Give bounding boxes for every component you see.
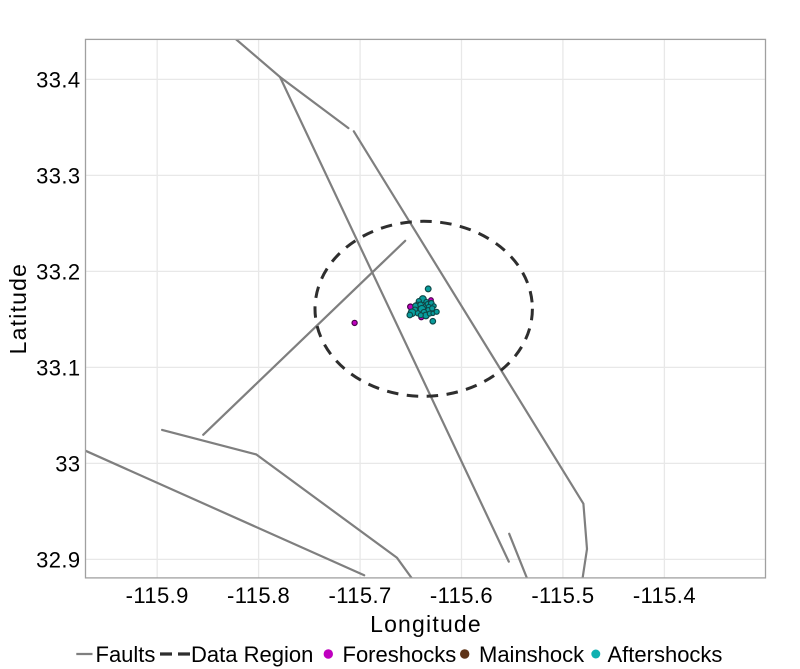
svg-text:-115.6: -115.6 — [430, 583, 493, 608]
svg-text:-115.4: -115.4 — [633, 583, 696, 608]
svg-text:Aftershocks: Aftershocks — [608, 642, 723, 667]
svg-text:33.2: 33.2 — [36, 259, 80, 284]
svg-text:-115.8: -115.8 — [227, 583, 290, 608]
svg-text:33.3: 33.3 — [36, 163, 80, 188]
svg-text:32.9: 32.9 — [36, 547, 80, 572]
svg-text:33.4: 33.4 — [36, 67, 80, 92]
svg-text:-115.9: -115.9 — [126, 583, 189, 608]
svg-text:33: 33 — [55, 451, 80, 476]
svg-text:Foreshocks: Foreshocks — [343, 642, 457, 667]
svg-text:Longitude: Longitude — [370, 611, 482, 637]
svg-text:-115.5: -115.5 — [531, 583, 594, 608]
svg-text:-115.7: -115.7 — [329, 583, 392, 608]
svg-text:33.1: 33.1 — [36, 355, 80, 380]
svg-text:Latitude: Latitude — [5, 263, 31, 354]
svg-text:Data Region: Data Region — [191, 642, 313, 667]
svg-text:Faults: Faults — [96, 642, 156, 667]
svg-text:Mainshock: Mainshock — [479, 642, 585, 667]
